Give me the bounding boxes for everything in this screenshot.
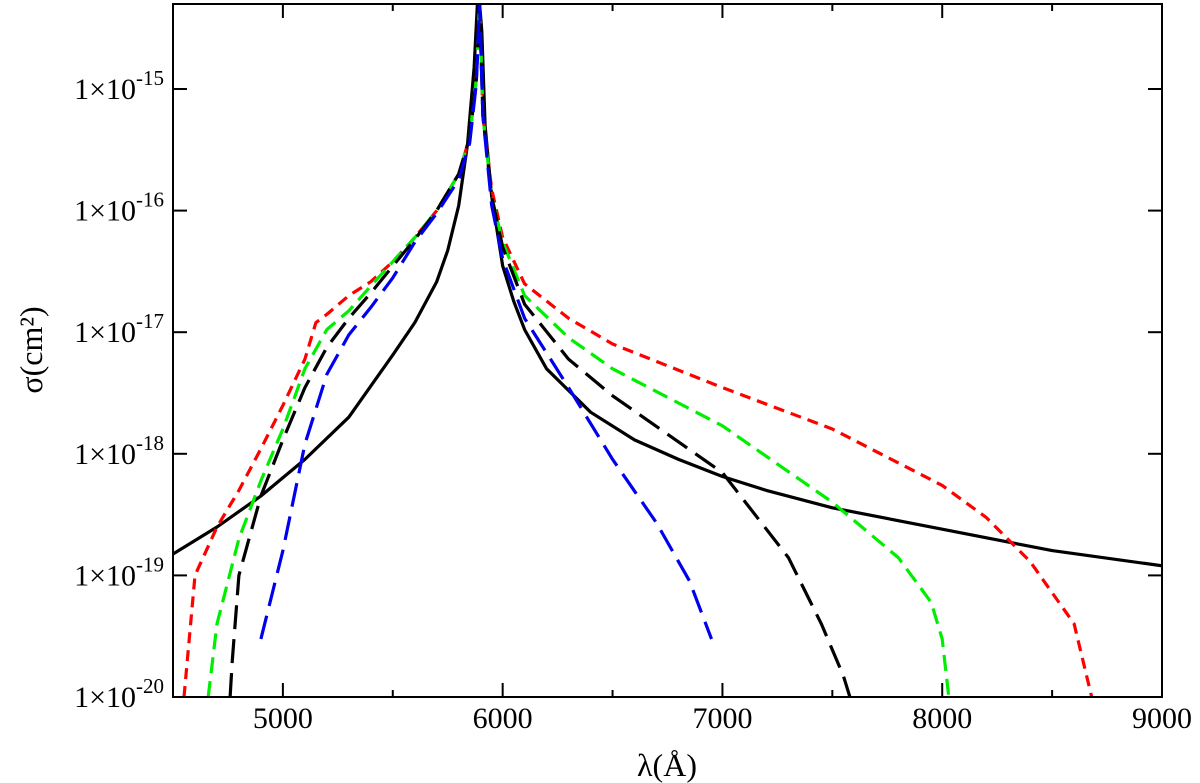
y-tick-label-4: 1×10-16 [74, 188, 164, 228]
x-tick-label-1: 6000 [473, 702, 533, 735]
y-tick-label-3: 1×10-17 [74, 309, 164, 349]
series-line-4 [259, 4, 713, 640]
y-tick-label-1: 1×10-19 [74, 552, 164, 592]
y-tick-label-2: 1×10-18 [74, 431, 164, 471]
y-axis-ticks: 1×10-20 1×10-19 1×10-18 1×10-17 1×10-16 1×10-… [74, 66, 1162, 714]
x-tick-label-4: 9000 [1132, 702, 1192, 735]
series-line-0 [173, 4, 1162, 568]
y-tick-label-0: 1×10-20 [74, 674, 164, 714]
y-axis-title: σ(cm²) [13, 306, 49, 393]
y-tick-label-5: 1×10-15 [74, 66, 164, 106]
plot-frame [172, 3, 1163, 698]
x-tick-label-0: 5000 [253, 702, 313, 735]
series-layer [173, 4, 1162, 697]
x-tick-label-2: 7000 [692, 702, 752, 735]
x-axis-title: λ(Å) [637, 747, 697, 783]
x-tick-label-3: 8000 [912, 702, 972, 735]
x-axis-ticks: 5000 6000 7000 8000 9000 [172, 4, 1192, 735]
